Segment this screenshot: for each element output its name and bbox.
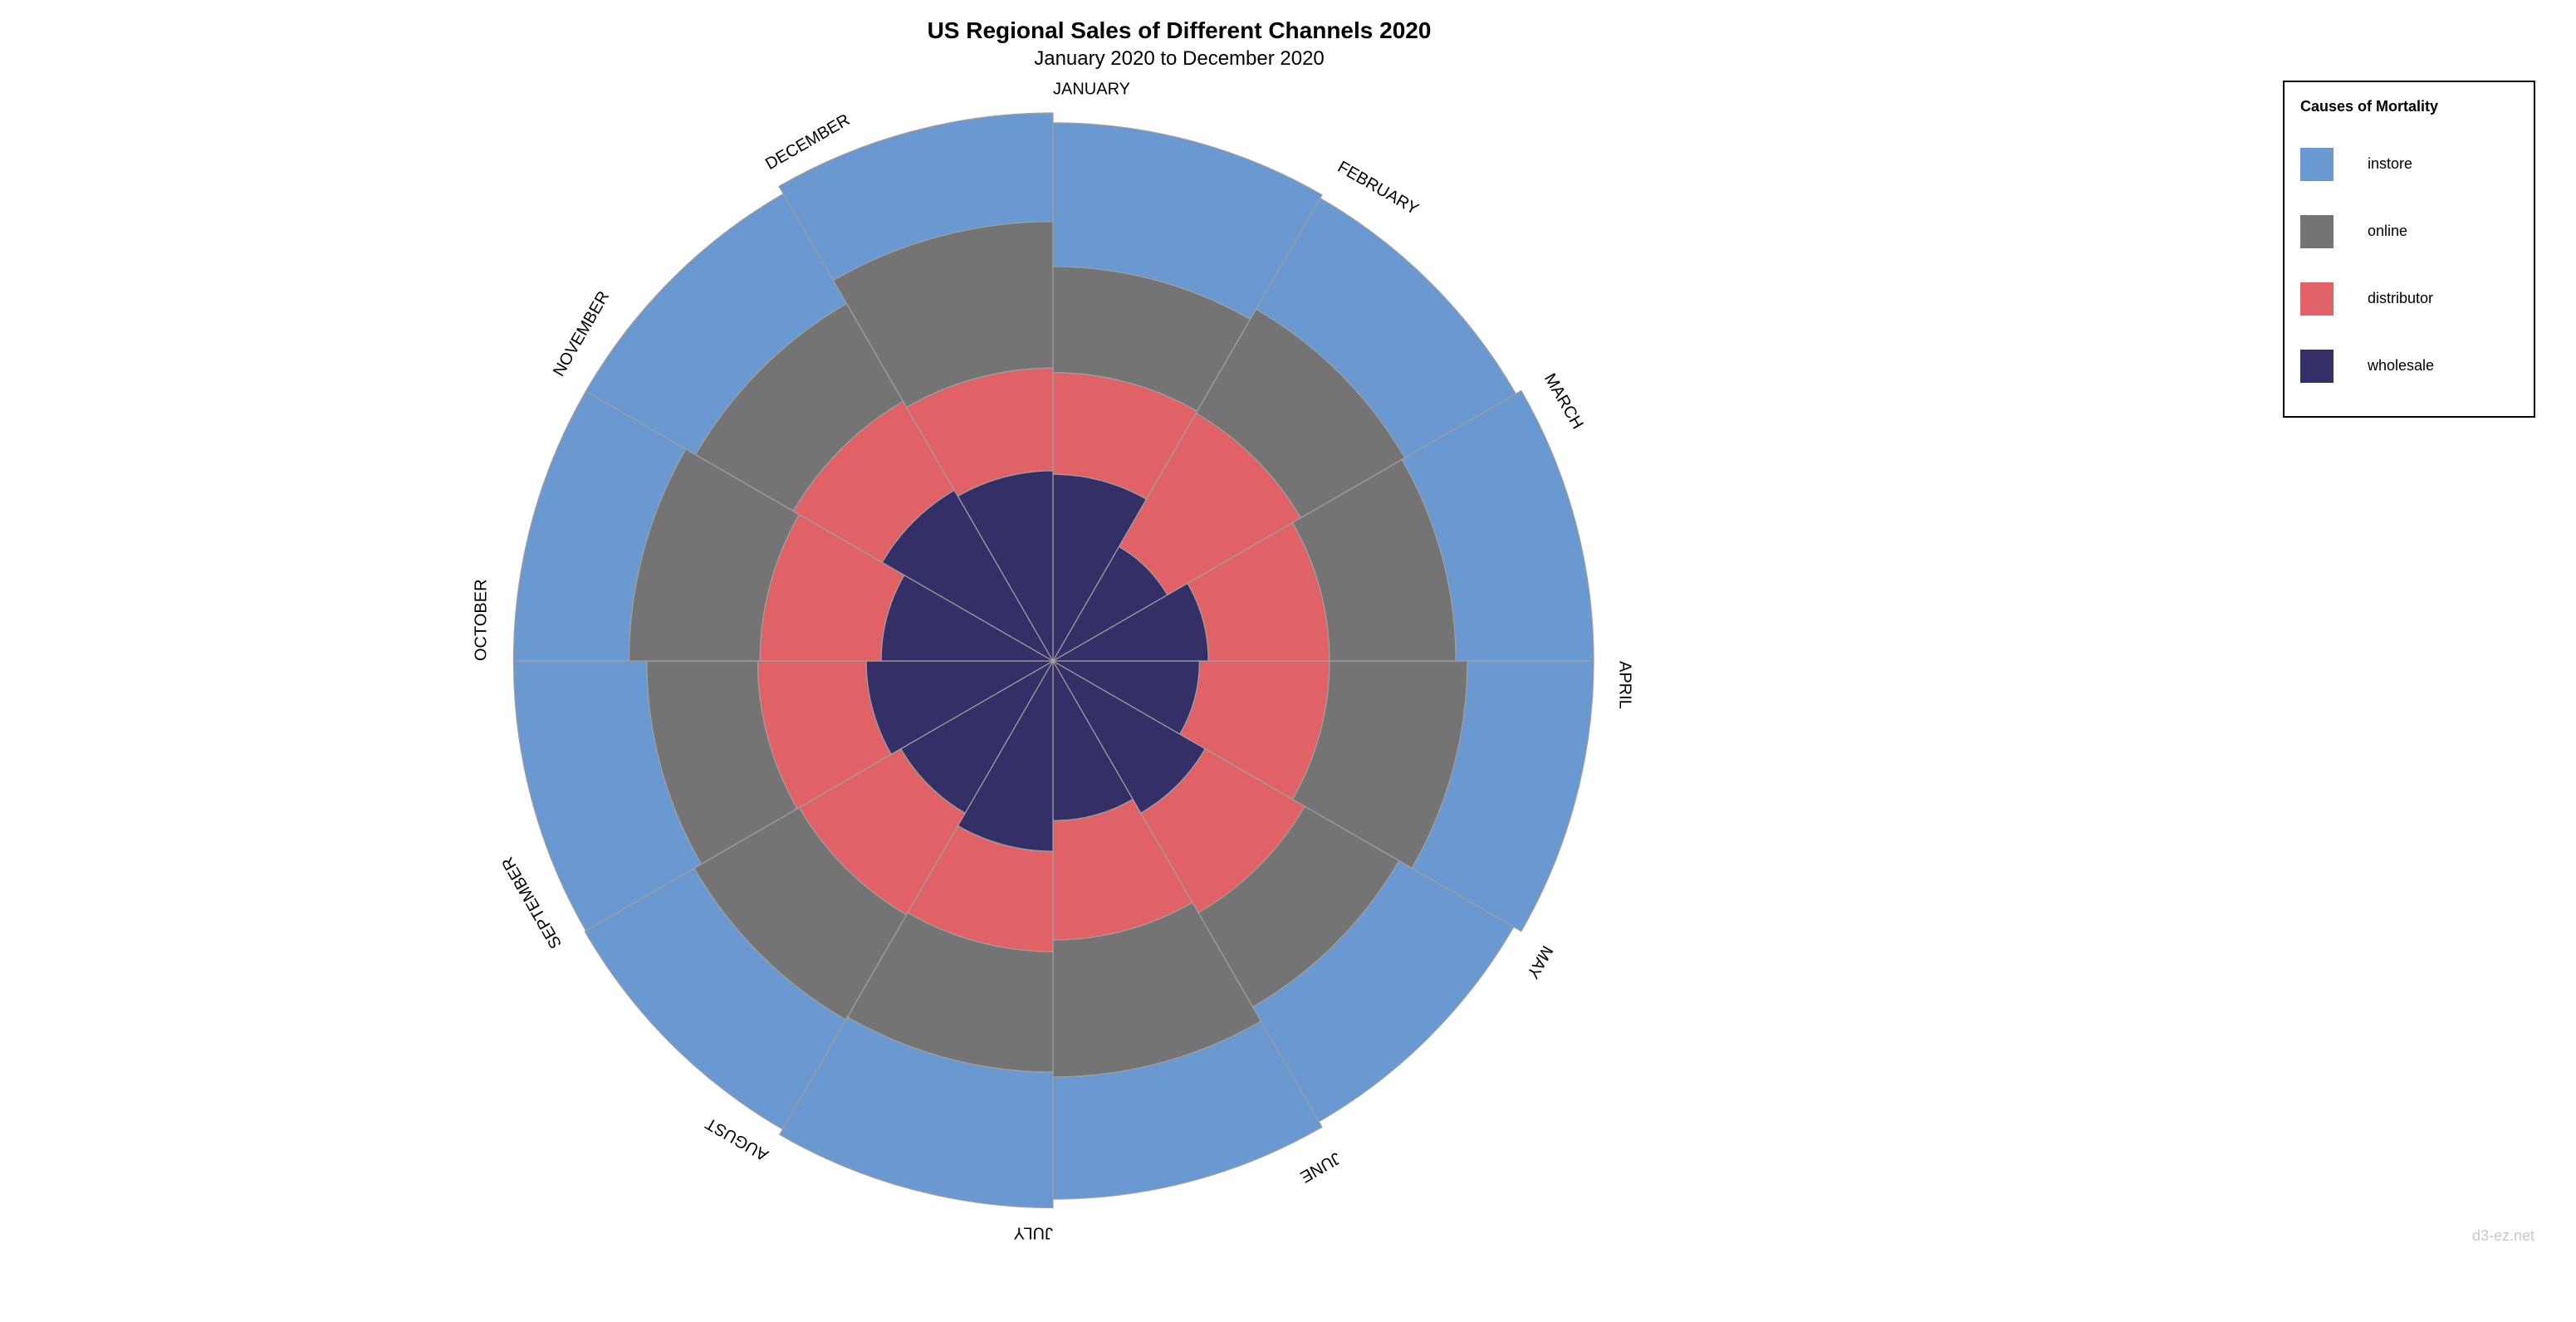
legend-label-wholesale: wholesale	[2367, 357, 2434, 374]
month-label-may: MAY	[1523, 943, 1556, 982]
legend-label-instore: instore	[2368, 155, 2412, 172]
slice-december-wholesale	[957, 470, 1054, 663]
slice-august-wholesale	[900, 659, 1055, 814]
month-label-april: APRIL	[1616, 661, 1634, 709]
chart-title: US Regional Sales of Different Channels …	[928, 17, 1432, 43]
slice-april-wholesale	[1050, 660, 1200, 736]
chart-subtitle: January 2020 to December 2020	[1034, 47, 1325, 70]
legend-label-distributor: distributor	[2368, 290, 2433, 306]
legend-title: Causes of Mortality	[2300, 98, 2438, 115]
month-label-august: AUGUST	[703, 1114, 771, 1164]
legend-label-online: online	[2368, 223, 2407, 239]
legend-items: instore online distributor wholesale	[2300, 148, 2434, 383]
slice-march-wholesale	[1050, 582, 1209, 662]
month-label-october: OCTOBER	[472, 579, 490, 661]
slice-june-wholesale	[1052, 659, 1134, 821]
month-label-january: JANUARY	[1053, 80, 1130, 98]
month-label-july: JULY	[1014, 1224, 1053, 1242]
slice-may-wholesale	[1051, 659, 1206, 814]
slice-january-wholesale	[1052, 473, 1148, 663]
slice-october-wholesale	[880, 574, 1055, 662]
month-label-february: FEBRUARY	[1335, 158, 1422, 218]
slice-september-wholesale	[865, 660, 1055, 756]
slice-july-wholesale	[957, 659, 1054, 852]
legend-swatch-wholesale	[2300, 350, 2334, 383]
month-label-march: MARCH	[1540, 370, 1587, 433]
legend-swatch-instore	[2300, 148, 2334, 181]
credit-text: d3-ez.net	[2472, 1227, 2534, 1244]
rose-plot	[512, 112, 1594, 1209]
legend: Causes of Mortality instore online distrib…	[2283, 81, 2535, 418]
legend-swatch-online	[2300, 215, 2334, 248]
legend-swatch-distributor	[2300, 282, 2334, 316]
month-label-june: JUNE	[1297, 1148, 1344, 1186]
slice-november-wholesale	[881, 489, 1055, 663]
